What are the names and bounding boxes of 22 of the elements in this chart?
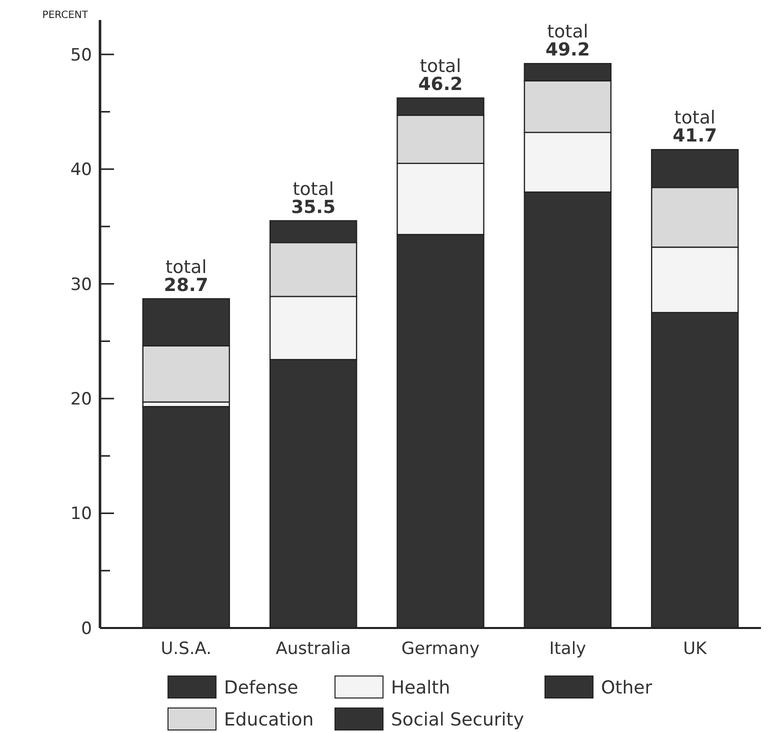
x-tick-label: Australia — [276, 639, 351, 659]
y-tick-label: 40 — [70, 160, 92, 180]
y-tick-label: 50 — [70, 45, 92, 66]
x-tick-label: Italy — [549, 639, 586, 659]
y-tick-label: 20 — [70, 390, 92, 410]
y-tick-label: 30 — [70, 274, 92, 295]
x-tick-label: UK — [683, 639, 708, 659]
legend-label: Social Security — [391, 709, 524, 730]
y-tick-label: 10 — [70, 504, 92, 524]
legend-label: Education — [224, 709, 314, 730]
y-tick-label: 0 — [81, 618, 92, 639]
legend-label: Health — [391, 677, 450, 698]
x-tick-label: Germany — [401, 639, 480, 659]
total-label: total 41.7 — [672, 108, 718, 147]
legend-label: Other — [601, 677, 653, 698]
total-label: total 46.2 — [418, 56, 463, 96]
y-axis-title: PERCENT — [42, 10, 89, 21]
total-label: total 49.2 — [545, 22, 590, 61]
total-label: total 28.7 — [164, 256, 208, 296]
x-tick-label: U.S.A. — [160, 639, 212, 659]
legend-label: Defense — [224, 677, 298, 698]
total-label: total 35.5 — [291, 178, 336, 218]
